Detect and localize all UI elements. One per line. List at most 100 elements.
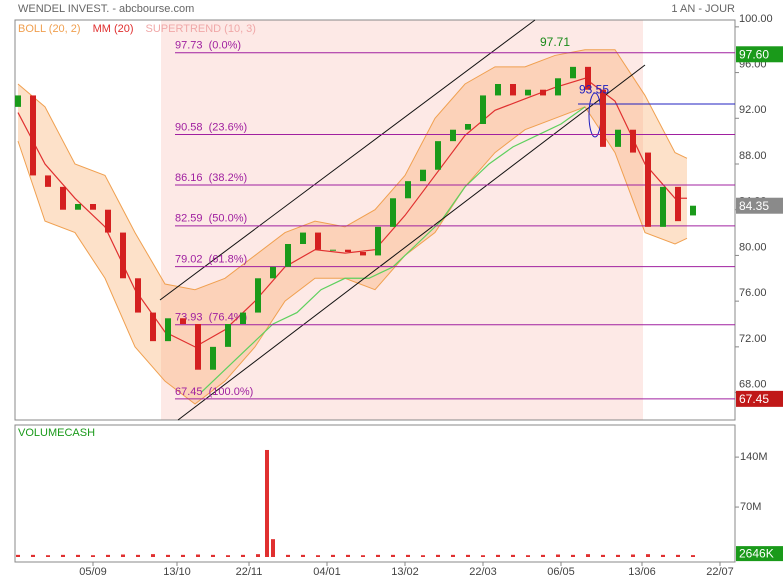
candle [195, 324, 201, 370]
candle [75, 204, 81, 210]
y-tick-label: 70M [740, 501, 761, 513]
candle [570, 66, 576, 79]
volume-bar [211, 554, 215, 557]
fib-label: 73.93 (76.4%) [175, 312, 247, 324]
volume-bar [376, 554, 380, 557]
volume-bar [166, 554, 170, 557]
x-tick-label: 04/01 [313, 566, 341, 578]
candle [405, 181, 411, 199]
candle [435, 141, 441, 170]
candle [360, 252, 366, 256]
volume-bar [541, 554, 545, 557]
channel-lower [177, 64, 646, 421]
y-tick-label: 100.00 [739, 13, 773, 25]
candle [150, 312, 156, 342]
candle [675, 186, 681, 222]
volume-frame [14, 424, 736, 563]
candle [540, 89, 546, 96]
y-tick-label: 68.00 [739, 378, 767, 390]
volume-bar [676, 554, 680, 557]
volume-bar [151, 554, 155, 557]
legend-entry: SUPERTREND (10, 3) [146, 23, 256, 35]
volume-bar [646, 554, 650, 557]
x-tick-label: 05/09 [79, 566, 107, 578]
y-tick-label: 140M [740, 451, 768, 463]
volume-bar [421, 555, 425, 557]
volume-bar [661, 554, 665, 557]
volume-bar [481, 555, 485, 557]
candle [465, 124, 471, 130]
volume-bar [631, 554, 635, 557]
candle [255, 278, 261, 313]
candle [585, 66, 591, 90]
candle [330, 249, 336, 251]
volume-bar [526, 555, 530, 557]
candle [600, 89, 606, 147]
volume-bar [616, 554, 620, 557]
candle [345, 249, 351, 252]
volume-bar [316, 555, 320, 557]
x-tick-label: 06/05 [547, 566, 575, 578]
price-tag-label: 84.35 [739, 199, 769, 213]
y-tick-label: 80.00 [739, 241, 767, 253]
chart-title: WENDEL INVEST. - abcbourse.com [18, 3, 194, 15]
candle [180, 318, 186, 324]
candle [525, 89, 531, 96]
price-tag-label: 97.60 [739, 47, 769, 61]
volume-tag [736, 546, 783, 562]
candle [420, 169, 426, 182]
candle [285, 244, 291, 267]
x-tick-label: 22/03 [469, 566, 497, 578]
candle [90, 204, 96, 210]
volume-bar [226, 555, 230, 557]
candle [30, 95, 36, 176]
annotation: 93.55 [579, 83, 609, 97]
volume-tag-label: 2646K [739, 546, 774, 560]
volume-bar [586, 554, 590, 557]
candle [660, 186, 666, 227]
y-tick-label: 88.00 [739, 150, 767, 162]
candle [165, 318, 171, 342]
volume-bar [271, 539, 275, 557]
volume-bar [496, 554, 500, 557]
volume-bar [121, 554, 125, 557]
candle [15, 95, 21, 107]
volume-bar [601, 554, 605, 557]
volume-bar [91, 555, 95, 557]
candle [60, 186, 66, 210]
fib-label: 90.58 (23.6%) [175, 121, 247, 133]
y-tick-label: 72.00 [739, 333, 767, 345]
candle [615, 129, 621, 147]
candle [480, 95, 486, 124]
fib-label: 79.02 (61.8%) [175, 254, 247, 266]
volume-bar [31, 554, 35, 557]
volume-bar [331, 554, 335, 557]
volume-bar [466, 554, 470, 557]
volume-bar [286, 554, 290, 557]
candle [240, 312, 246, 324]
candle [45, 175, 51, 187]
price-frame [14, 19, 736, 421]
annotation: 97.71 [540, 35, 570, 49]
candle [270, 266, 276, 279]
volume-bar [76, 554, 80, 557]
fib-label: 86.16 (38.2%) [175, 172, 247, 184]
bollinger-upper [17, 49, 688, 291]
candle [225, 324, 231, 347]
legend-entry: MM (20) [93, 23, 134, 35]
candle [555, 78, 561, 96]
volume-bar [451, 554, 455, 557]
volume-bar [571, 554, 575, 557]
x-tick-label: 22/11 [236, 566, 263, 578]
volume-bar [436, 554, 440, 557]
channel-upper [159, 19, 536, 301]
x-tick-label: 13/10 [163, 566, 191, 578]
fib-label: 82.59 (50.0%) [175, 213, 247, 225]
layers [17, 20, 688, 420]
price-tag [736, 46, 783, 63]
candle [135, 278, 141, 313]
bollinger-band [18, 49, 687, 404]
candle [645, 152, 651, 227]
volume-title: VOLUMECASH [18, 427, 95, 439]
